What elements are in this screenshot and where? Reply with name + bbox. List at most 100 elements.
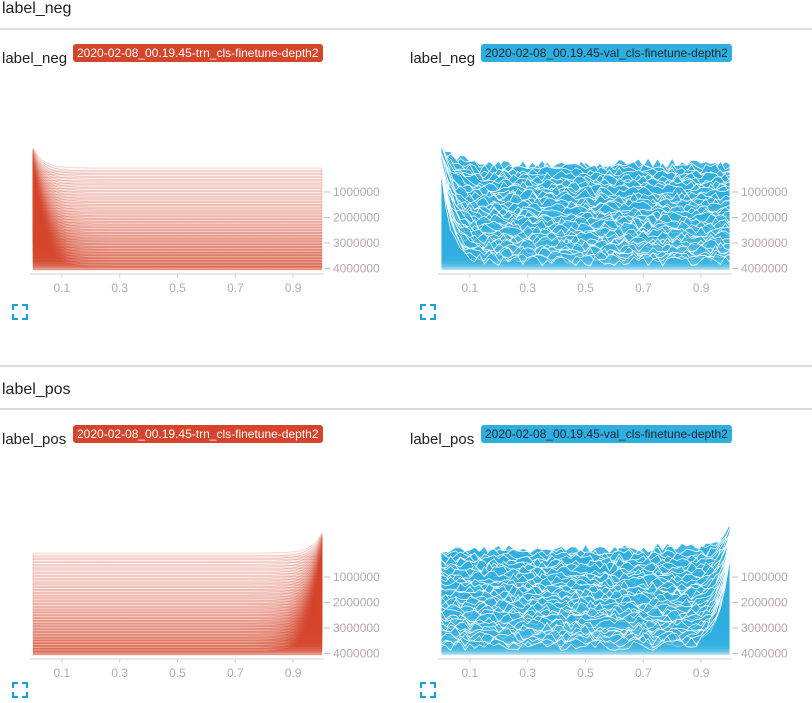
- histogram-slice: [32, 152, 323, 190]
- y-tick-label: 2000000: [741, 596, 788, 610]
- histogram-slice: [32, 547, 323, 608]
- x-tick-label: 0.1: [462, 281, 479, 295]
- run-tag-val: 2020-02-08_00.19.45-val_cls-finetune-dep…: [481, 44, 732, 62]
- histogram-slice: [32, 538, 323, 577]
- histogram-chart-label-pos-trn: 1000000 2000000 3000000 4000000 0.1 0.3 0.5 0.7…: [30, 532, 380, 680]
- histogram-slice: [32, 163, 323, 226]
- x-tick-label: 0.1: [54, 666, 71, 680]
- histogram-slice: [32, 536, 323, 572]
- histogram-chart-label-neg-val: 1000000 2000000 3000000 4000000 0.1 0.3 0.5 0.7…: [438, 141, 788, 295]
- histogram-slice: [32, 175, 323, 268]
- histogram-slice: [32, 556, 323, 642]
- histogram-slice: [32, 154, 323, 195]
- card-title: label_pos: [2, 431, 67, 448]
- histogram-slice: [32, 168, 323, 246]
- histogram-slice: [32, 544, 323, 600]
- histogram-slice: [32, 167, 323, 243]
- histogram-slice: [32, 149, 323, 178]
- x-tick-label: 0.7: [635, 281, 652, 295]
- expand-icon[interactable]: [11, 303, 29, 321]
- y-tick-label: 1000000: [741, 570, 788, 584]
- histogram-slice: [32, 540, 323, 583]
- x-tick-label: 0.7: [227, 281, 244, 295]
- x-tick-label: 0.3: [519, 281, 536, 295]
- histogram-slice: [32, 535, 323, 566]
- run-tag-trn: 2020-02-08_00.19.45-trn_cls-finetune-dep…: [73, 425, 323, 443]
- histogram-slice: [32, 162, 323, 223]
- histogram-slice: [32, 551, 323, 622]
- histogram-slice: [32, 150, 323, 181]
- x-tick-label: 0.3: [519, 666, 536, 680]
- histogram-slice: [32, 167, 323, 240]
- histogram-slice: [32, 539, 323, 580]
- section-title: label_pos: [2, 381, 71, 398]
- histogram-slice: [32, 172, 323, 260]
- section-divider: [0, 28, 812, 30]
- histogram-slice: [32, 165, 323, 234]
- histogram-slice: [32, 156, 323, 204]
- x-tick-label: 0.9: [285, 666, 302, 680]
- histogram-slice: [32, 153, 323, 192]
- y-tick-label: 4000000: [741, 647, 788, 661]
- histogram-slice: [440, 144, 731, 181]
- histogram-slice: [32, 540, 323, 586]
- histogram-slice: [32, 166, 323, 237]
- x-tick-label: 0.7: [227, 666, 244, 680]
- histogram-slice: [32, 532, 323, 561]
- histogram-slice: [32, 157, 323, 206]
- histogram-slice: [32, 534, 323, 563]
- histogram-slice: [32, 542, 323, 591]
- x-tick-label: 0.7: [635, 666, 652, 680]
- x-tick-label: 0.5: [577, 281, 594, 295]
- x-tick-label: 0.1: [54, 281, 71, 295]
- histogram-slice: [32, 549, 323, 617]
- histogram-slice: [32, 160, 323, 218]
- y-tick-label: 1000000: [741, 185, 788, 199]
- histogram-slice: [32, 546, 323, 605]
- histogram-slice: [32, 158, 323, 209]
- y-tick-label: 1000000: [333, 570, 380, 584]
- y-tick-label: 4000000: [741, 262, 788, 276]
- expand-icon[interactable]: [419, 681, 437, 699]
- expand-icon[interactable]: [11, 681, 29, 699]
- histogram-slice: [32, 545, 323, 603]
- y-tick-label: 1000000: [333, 185, 380, 199]
- histogram-slice: [32, 532, 323, 558]
- x-tick-label: 0.9: [693, 666, 710, 680]
- histogram-slice: [32, 552, 323, 628]
- histogram-slice: [32, 170, 323, 251]
- x-tick-label: 0.9: [693, 281, 710, 295]
- histogram-slice: [32, 559, 323, 650]
- histogram-slice: [32, 147, 323, 176]
- histogram-slice: [32, 163, 323, 229]
- histogram-slice: [32, 174, 323, 265]
- card-title: label_pos: [410, 431, 475, 448]
- histogram-slice: [440, 144, 731, 187]
- x-tick-label: 0.9: [285, 281, 302, 295]
- histogram-slice: [440, 533, 731, 589]
- histogram-slice: [32, 550, 323, 619]
- histogram-slice: [32, 553, 323, 631]
- y-tick-label: 3000000: [333, 621, 380, 635]
- y-tick-label: 3000000: [333, 236, 380, 250]
- histogram-slice: [32, 161, 323, 220]
- histogram-slice: [440, 527, 731, 569]
- y-tick-label: 2000000: [741, 211, 788, 225]
- histogram-slice: [32, 147, 323, 173]
- histogram-slice: [32, 175, 323, 271]
- histogram-slice: [32, 171, 323, 254]
- histogram-slice: [440, 167, 731, 268]
- histogram-slice: [32, 558, 323, 647]
- histogram-slice: [32, 556, 323, 639]
- histogram-slice: [32, 155, 323, 201]
- y-tick-label: 2000000: [333, 211, 380, 225]
- y-tick-label: 2000000: [333, 596, 380, 610]
- histogram-slice: [440, 170, 731, 271]
- histogram-slice: [32, 169, 323, 248]
- histogram-chart-label-pos-val: 1000000 2000000 3000000 4000000 0.1 0.3 0.5 0.7…: [438, 523, 788, 680]
- histogram-slice: [32, 159, 323, 212]
- x-tick-label: 0.3: [111, 281, 128, 295]
- section-divider: [0, 408, 812, 410]
- y-tick-label: 3000000: [741, 236, 788, 250]
- expand-icon[interactable]: [419, 303, 437, 321]
